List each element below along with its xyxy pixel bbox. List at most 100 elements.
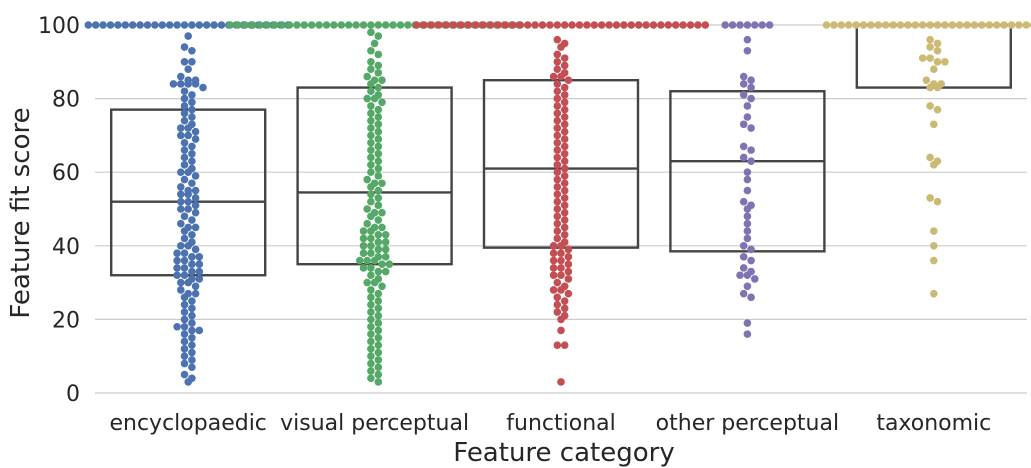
y-tick-label: 80 — [52, 88, 80, 113]
data-point — [177, 131, 185, 140]
data-point — [844, 21, 853, 29]
data-point — [427, 21, 436, 29]
data-point — [926, 43, 934, 51]
data-point — [933, 21, 942, 29]
data-point — [91, 21, 100, 29]
data-point — [553, 183, 562, 191]
data-point — [374, 135, 383, 143]
data-point — [184, 242, 192, 250]
data-point — [549, 271, 558, 280]
data-point — [374, 297, 383, 305]
data-point — [188, 253, 196, 261]
data-point — [177, 278, 185, 287]
data-point — [188, 267, 196, 276]
data-point — [195, 275, 204, 283]
data-point — [359, 234, 368, 243]
data-point — [367, 161, 375, 169]
data-point — [367, 21, 375, 29]
data-point — [106, 21, 115, 29]
data-point — [195, 21, 204, 29]
data-point — [374, 32, 383, 40]
data-point — [926, 83, 934, 92]
data-point — [188, 230, 196, 239]
data-point — [560, 179, 569, 188]
data-point — [743, 234, 752, 243]
data-point — [374, 21, 383, 29]
data-point — [374, 194, 383, 202]
data-point — [367, 58, 375, 66]
data-point — [747, 293, 755, 302]
data-point — [188, 91, 196, 99]
data-point — [191, 194, 200, 202]
y-tick-label: 60 — [52, 161, 80, 186]
data-point — [389, 21, 397, 29]
data-point — [370, 256, 379, 265]
data-point — [739, 72, 748, 81]
data-point — [743, 175, 752, 184]
data-point — [151, 21, 159, 29]
data-point — [743, 282, 752, 291]
data-point — [881, 21, 890, 29]
data-point — [583, 21, 591, 29]
data-point — [479, 21, 488, 29]
data-point — [553, 138, 562, 147]
data-point — [158, 21, 167, 29]
data-point — [553, 227, 562, 235]
data-point — [184, 80, 192, 88]
data-point — [184, 378, 192, 386]
data-point — [963, 21, 971, 29]
data-point — [553, 94, 562, 103]
data-point — [143, 21, 152, 29]
data-point — [188, 21, 196, 29]
data-point — [191, 223, 200, 232]
data-point — [374, 238, 383, 246]
data-point — [191, 289, 200, 298]
data-point — [564, 76, 573, 84]
data-point — [867, 21, 875, 29]
data-point — [553, 212, 562, 221]
data-point — [180, 293, 189, 302]
data-point — [180, 308, 189, 316]
data-point — [352, 21, 360, 29]
data-point — [188, 157, 196, 165]
data-point — [1015, 21, 1023, 29]
data-point — [367, 124, 375, 132]
data-point — [374, 245, 383, 254]
data-point — [180, 256, 189, 265]
data-point — [374, 201, 383, 210]
data-point — [191, 172, 200, 180]
data-point — [926, 35, 934, 44]
data-point — [188, 98, 196, 107]
data-point — [553, 35, 562, 44]
data-point — [177, 197, 185, 206]
data-point — [568, 21, 576, 29]
data-point — [188, 142, 196, 151]
data-point — [188, 363, 196, 372]
data-point — [557, 286, 565, 294]
data-point — [367, 80, 375, 88]
data-point — [356, 256, 364, 265]
data-point — [930, 65, 938, 73]
data-point — [374, 83, 383, 92]
data-point — [330, 21, 338, 29]
data-point — [177, 190, 185, 199]
data-point — [560, 135, 569, 143]
data-point — [370, 39, 379, 48]
data-point — [337, 21, 346, 29]
data-point — [180, 146, 189, 154]
data-point — [374, 150, 383, 158]
data-point — [374, 341, 383, 349]
data-point — [188, 326, 196, 335]
data-point — [367, 138, 375, 147]
data-point — [457, 21, 465, 29]
data-point — [180, 138, 189, 147]
x-axis-label: Feature category — [453, 438, 674, 468]
data-point — [435, 21, 443, 29]
data-point — [173, 249, 181, 257]
data-point — [739, 242, 748, 250]
data-point — [374, 113, 383, 121]
data-point — [359, 227, 368, 235]
data-point — [896, 21, 905, 29]
data-point — [918, 54, 927, 62]
